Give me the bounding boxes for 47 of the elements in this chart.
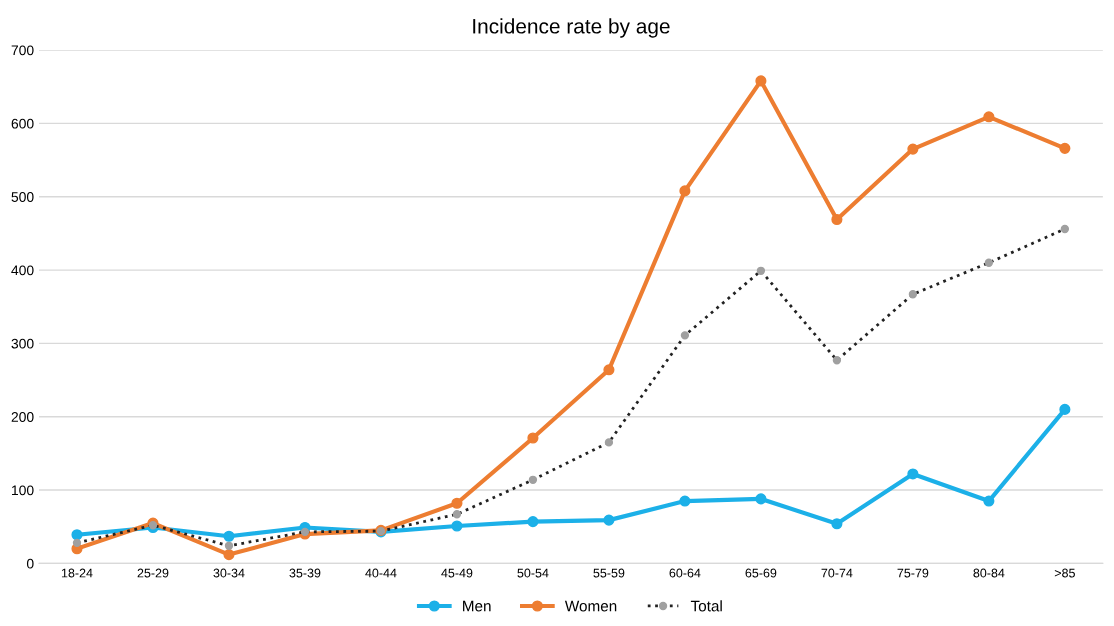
x-tick-label: 65-69 bbox=[745, 568, 777, 578]
legend-label: Men bbox=[463, 600, 491, 612]
point bbox=[831, 518, 843, 530]
point bbox=[1059, 403, 1071, 415]
x-tick-label: 70-74 bbox=[821, 568, 853, 578]
x-tick-label: 30-34 bbox=[213, 568, 245, 578]
chart-title: Incidence rate by age bbox=[473, 18, 670, 38]
point bbox=[71, 529, 83, 541]
x-tick-label: 80-84 bbox=[973, 568, 1005, 578]
point bbox=[679, 185, 691, 197]
point bbox=[755, 493, 767, 505]
y-tick-label: 200 bbox=[11, 412, 34, 422]
x-tick-label: 60-64 bbox=[669, 568, 701, 578]
point bbox=[527, 516, 539, 528]
point bbox=[1059, 142, 1071, 154]
x-tick-label: 75-79 bbox=[897, 568, 929, 578]
point bbox=[527, 432, 539, 444]
x-tick-label: 25-29 bbox=[137, 568, 169, 578]
x-tick-label: 35-39 bbox=[289, 568, 321, 578]
y-tick-label: 400 bbox=[11, 265, 34, 276]
point bbox=[603, 514, 615, 526]
point bbox=[907, 143, 919, 155]
x-tick-label: 45-49 bbox=[441, 568, 473, 578]
x-tick-label: 40-44 bbox=[365, 568, 397, 578]
x-tick-label: >85 bbox=[1054, 568, 1075, 578]
x-tick-label: 18-24 bbox=[61, 568, 93, 578]
point bbox=[603, 364, 615, 376]
point bbox=[831, 213, 843, 226]
point bbox=[223, 549, 235, 561]
legend-label: Total bbox=[690, 600, 722, 612]
point bbox=[907, 468, 919, 480]
x-tick-label: 50-54 bbox=[517, 568, 549, 578]
y-tick-label: 100 bbox=[12, 485, 34, 496]
x-tick-label: 55-59 bbox=[593, 568, 625, 578]
point bbox=[679, 495, 691, 507]
legend-label: Women bbox=[564, 600, 617, 612]
point bbox=[223, 530, 235, 542]
point bbox=[983, 111, 995, 123]
point bbox=[983, 495, 995, 507]
y-tick-label: 300 bbox=[11, 338, 34, 349]
y-tick-label: 700 bbox=[11, 45, 34, 56]
point bbox=[451, 520, 463, 532]
point bbox=[451, 497, 463, 509]
point bbox=[755, 75, 767, 87]
y-tick-label: 0 bbox=[26, 558, 34, 569]
y-tick-label: 500 bbox=[11, 192, 34, 202]
y-tick-label: 600 bbox=[11, 118, 34, 129]
